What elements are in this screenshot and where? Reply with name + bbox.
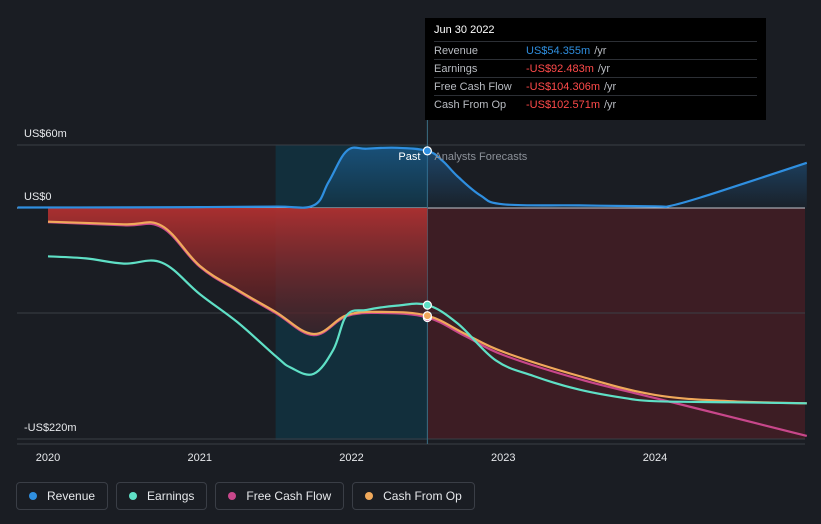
series-line-cash-from-op bbox=[47, 220, 807, 405]
x-tick-label: 2022 bbox=[339, 452, 363, 464]
free-cash-flow-dot-icon bbox=[228, 492, 237, 500]
tooltip-unit: /yr bbox=[594, 44, 607, 57]
series-line-earnings bbox=[47, 255, 807, 405]
y-tick-label: US$60m bbox=[24, 128, 67, 140]
revenue-area bbox=[17, 147, 807, 208]
tooltip-row-earnings: Earnings -US$92.483m /yr bbox=[434, 59, 757, 77]
legend-item-free-cash-flow[interactable]: Free Cash Flow bbox=[215, 482, 345, 510]
x-tick-label: 2024 bbox=[643, 452, 667, 464]
tooltip-row-cash-from-op: Cash From Op -US$102.571m /yr bbox=[434, 95, 757, 113]
cash-from-op-dot-icon bbox=[365, 492, 374, 500]
y-tick-label: US$0 bbox=[24, 191, 52, 203]
present-point-revenue bbox=[422, 146, 432, 156]
present-point-earnings bbox=[422, 300, 432, 310]
tooltip-value: -US$104.306m bbox=[526, 80, 600, 93]
x-tick-label: 2020 bbox=[36, 452, 60, 464]
tooltip-row-revenue: Revenue US$54.355m /yr bbox=[434, 41, 757, 59]
legend-label: Cash From Op bbox=[383, 489, 462, 503]
earnings-dot-icon bbox=[129, 492, 138, 500]
series-line-revenue bbox=[17, 146, 808, 209]
legend-item-revenue[interactable]: Revenue bbox=[16, 482, 109, 510]
tooltip: Jun 30 2022 Revenue US$54.355m /yr Earni… bbox=[425, 18, 766, 120]
negative-area bbox=[48, 208, 428, 335]
tooltip-label: Cash From Op bbox=[434, 98, 507, 111]
legend-label: Free Cash Flow bbox=[246, 489, 332, 503]
tooltip-unit: /yr bbox=[604, 80, 617, 93]
legend-label: Earnings bbox=[147, 489, 195, 503]
x-tick-label: 2023 bbox=[491, 452, 515, 464]
past-label: Past bbox=[398, 151, 420, 163]
y-tick-label: -US$220m bbox=[24, 422, 77, 434]
x-tick-label: 2021 bbox=[188, 452, 212, 464]
tooltip-label: Free Cash Flow bbox=[434, 80, 512, 93]
tooltip-unit: /yr bbox=[597, 62, 611, 75]
tooltip-unit: /yr bbox=[604, 98, 617, 111]
legend-item-cash-from-op[interactable]: Cash From Op bbox=[352, 482, 475, 510]
forecast-shade bbox=[427, 208, 805, 439]
legend-label: Revenue bbox=[47, 489, 96, 503]
tooltip-value: US$54.355m bbox=[526, 44, 591, 57]
revenue-dot-icon bbox=[29, 492, 37, 500]
tooltip-label: Earnings bbox=[434, 62, 478, 75]
tooltip-date: Jun 30 2022 bbox=[434, 24, 495, 36]
tooltip-label: Revenue bbox=[434, 44, 479, 57]
forecast-label: Analysts Forecasts bbox=[434, 151, 527, 163]
tooltip-value: -US$92.483m bbox=[526, 62, 594, 75]
tooltip-row-free-cash-flow: Free Cash Flow -US$104.306m /yr bbox=[434, 77, 757, 95]
present-point-cash-from-op bbox=[422, 311, 432, 321]
tooltip-value: -US$102.571m bbox=[526, 98, 600, 111]
legend: Revenue Earnings Free Cash Flow Cash Fro… bbox=[16, 482, 475, 510]
legend-item-earnings[interactable]: Earnings bbox=[116, 482, 208, 510]
